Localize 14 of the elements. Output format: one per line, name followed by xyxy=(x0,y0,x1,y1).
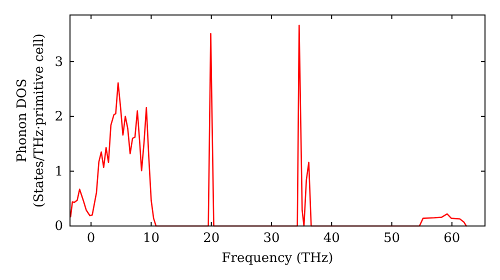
x-tick-label: 10 xyxy=(142,231,160,246)
x-tick-label: 30 xyxy=(263,231,280,246)
x-tick-label: 40 xyxy=(323,231,340,246)
y-tick-label: 3 xyxy=(54,54,63,70)
y-tick-label: 2 xyxy=(54,110,63,125)
x-axis-title: Frequency (THz) xyxy=(222,251,334,266)
y-tick-label: 0 xyxy=(54,219,63,234)
line-series xyxy=(70,24,468,227)
x-tick-label: 0 xyxy=(86,231,96,246)
y-axis-title: Phonon DOS (States/THz·primitive cell) xyxy=(15,33,47,208)
y-tick-label: 1 xyxy=(54,164,63,180)
x-tick-label: 20 xyxy=(203,231,220,246)
x-tick-label: 50 xyxy=(384,231,400,246)
x-tick-label: 60 xyxy=(444,231,460,246)
